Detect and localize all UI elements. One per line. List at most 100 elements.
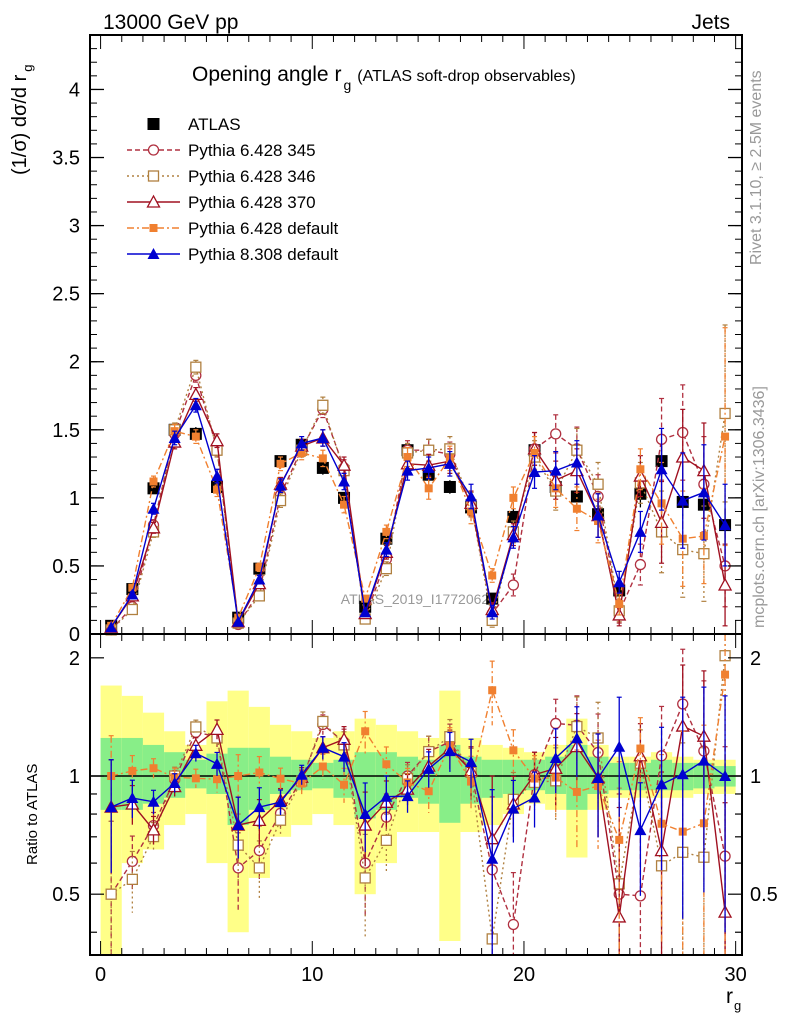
point-pythia-6-428-345 [550,428,562,440]
point-pythia-8-308-default [676,494,689,506]
point-pythia-6-428-default [636,465,645,474]
ratio-point-pythia-8-308-default [655,778,668,790]
point-pythia-8-308-default [338,475,351,487]
point-pythia-8-308-default [634,525,647,537]
ratio-point-pythia-6-428-default [636,744,645,753]
point-pythia-8-308-default [316,431,329,443]
ratio-point-pythia-6-428-346 [253,862,266,874]
ratio-point-pythia-8-308-default [422,762,435,774]
ratio-point-pythia-6-428-370 [633,748,648,762]
point-pythia-8-308-default [253,573,266,585]
ratio-point-pythia-8-308-default [126,792,139,804]
ratio-point-pythia-6-428-default [234,772,243,781]
plot-title-paren: (ATLAS soft-drop observables) [357,68,575,85]
ratio-point-pythia-8-308-default [443,745,456,757]
y-axis-title-main: (1/σ) dσ/d r [9,74,31,175]
ratio-point-pythia-8-308-default [359,808,372,820]
rivet-label: Rivet 3.1.10, ≥ 2.5M events [748,70,765,265]
point-pythia-8-308-default [401,464,414,476]
ratio-point-pythia-6-428-default [255,768,264,777]
legend-label: Pythia 6.428 default [188,219,339,238]
y-tick-label: 1 [69,488,80,510]
ratio-point-pythia-8-308-default [211,757,224,769]
ratio-point-pythia-6-428-default [128,766,137,775]
ratio-point-pythia-8-308-default [168,776,181,788]
point-pythia-8-308-default [507,531,520,543]
point-pythia-8-308-default [613,576,626,588]
ratio-point-pythia-6-428-370 [209,721,225,735]
ratio-point-pythia-6-428-345 [126,855,138,868]
point-pythia-8-308-default [570,456,583,468]
legend-label: Pythia 8.308 default [188,245,339,264]
point-pythia-8-308-default [719,519,732,531]
point-pythia-8-308-default [655,463,668,475]
ratio-line-pythia-6-428-default [111,674,726,843]
legend-marker [146,194,161,208]
point-pythia-6-428-345 [507,579,520,591]
point-pythia-6-428-346 [190,361,202,373]
ratio-axis-title: Ratio to ATLAS [24,764,41,865]
point-pythia-6-428-default [615,600,624,609]
x-tick-label: 30 [725,964,747,986]
point-pythia-6-428-default [276,459,285,468]
ratio-point-pythia-8-308-default [380,790,393,802]
ratio-series [90,633,742,955]
legend-label: Pythia 6.428 345 [188,141,316,160]
ratio-point-pythia-8-308-default [295,768,308,780]
ratio-point-pythia-6-428-default [191,774,200,783]
ratio-point-pythia-6-428-default [340,780,349,789]
ratio-point-pythia-6-428-default [572,787,581,796]
x-axis-title-main: r [726,985,733,1008]
point-pythia-8-308-default [697,486,710,498]
ratio-point-pythia-8-308-default [253,801,266,813]
point-pythia-8-308-default [486,606,499,618]
ratio-point-pythia-8-308-default [697,754,710,766]
point-pythia-8-308-default [422,461,435,473]
point-pythia-6-428-default [403,453,412,462]
inner-band-bin [248,747,270,810]
ratio-point-pythia-6-428-346 [359,872,371,884]
point-pythia-6-428-370 [717,577,733,591]
ratio-point-pythia-8-308-default [105,801,118,813]
y-tick-label: 3.5 [52,148,80,170]
point-pythia-8-308-default [549,464,562,476]
point-pythia-6-428-default [424,484,433,493]
ratio-point-pythia-6-428-default [424,787,433,796]
x-axis-title-sub: g [734,998,741,1013]
point-pythia-8-308-default [147,502,160,514]
point-pythia-8-308-default [295,437,308,449]
ratio-point-pythia-6-428-default [318,762,327,771]
point-atlas [443,480,456,493]
point-pythia-8-308-default [105,621,118,633]
ratio-point-pythia-8-308-default [549,752,562,764]
ratio-point-pythia-8-308-default [274,796,287,808]
ratio-point-pythia-8-308-default [338,750,351,762]
plot-title: Opening angle r g (ATLAS soft-drop observa… [192,63,576,93]
ratio-tick-label-right: 0.5 [750,884,778,906]
ratio-point-pythia-6-428-346 [380,834,393,846]
legend-marker [147,144,160,156]
point-pythia-6-428-default [572,504,581,513]
ratio-point-pythia-6-428-default [382,760,391,769]
ratio-point-pythia-8-308-default [613,740,626,752]
ratio-point-pythia-8-308-default [486,852,499,864]
point-pythia-6-428-370 [336,457,352,471]
point-pythia-8-308-default [126,588,139,600]
ratio-point-pythia-8-308-default [592,771,605,783]
legend-marker [147,118,160,130]
ratio-point-pythia-6-428-345 [253,844,266,857]
ratio-point-pythia-6-428-default [488,686,497,695]
ratio-line-pythia-8-308-default [110,737,726,862]
ratio-tick-label: 1 [69,766,80,788]
y-tick-label: 2.5 [52,284,80,306]
series-line-pythia-6-428-345 [110,373,726,631]
ratio-point-pythia-6-428-default [615,835,624,844]
ratio-point-pythia-6-428-346 [274,814,287,826]
ratio-point-pythia-8-308-default [232,819,245,831]
point-pythia-6-428-default [297,448,306,457]
point-pythia-6-428-default [340,500,349,509]
ratio-point-pythia-8-308-default [570,732,583,744]
point-pythia-6-428-default [382,527,391,536]
y-tick-label: 4 [69,79,80,101]
